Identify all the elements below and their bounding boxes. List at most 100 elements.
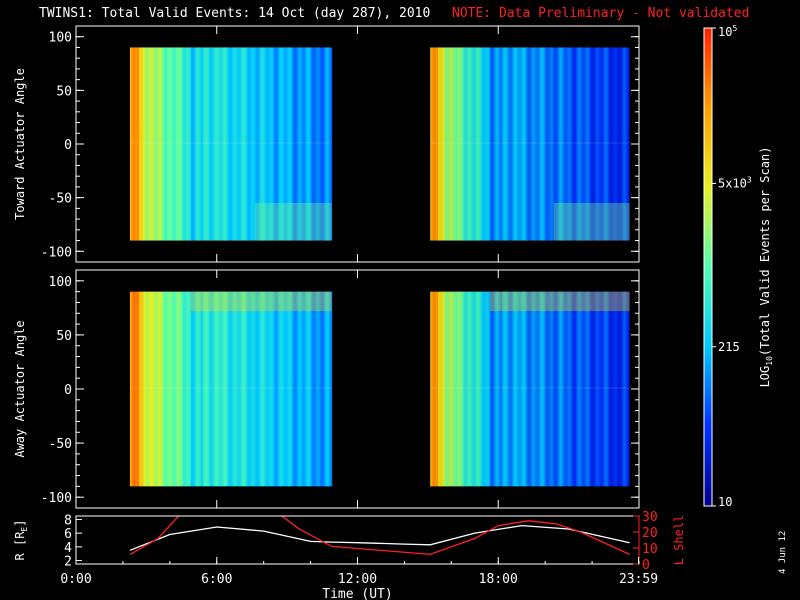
heatmap-column	[444, 47, 446, 241]
heatmap-column	[239, 291, 242, 487]
heatmap-column	[578, 47, 580, 241]
heatmap-column	[159, 291, 162, 487]
heatmap-column	[267, 291, 270, 487]
y-tick-label: -50	[49, 437, 72, 452]
heatmap-column	[462, 291, 464, 487]
heatmap-column	[457, 47, 459, 241]
heatmap-column	[621, 47, 623, 241]
y-tick-label: 0	[64, 383, 72, 398]
heatmap-column	[287, 47, 290, 241]
heatmap-column	[163, 291, 166, 487]
heatmap-column	[180, 47, 183, 241]
heatmap-column	[501, 47, 503, 241]
heatmap-column	[555, 47, 557, 241]
heatmap-column	[303, 291, 306, 487]
heatmap-column	[437, 47, 439, 241]
heatmap-column	[609, 291, 611, 487]
heatmap-column	[223, 47, 226, 241]
heatmap-column	[461, 47, 463, 241]
heatmap-column	[178, 47, 181, 241]
heatmap-column	[300, 291, 303, 487]
heatmap-column	[286, 47, 289, 241]
heatmap-column	[297, 291, 300, 487]
heatmap-column	[266, 47, 269, 241]
heatmap-column	[453, 291, 455, 487]
heatmap-column	[436, 47, 438, 241]
heatmap-column	[549, 47, 551, 241]
heatmap-column	[215, 47, 218, 241]
heatmap-column	[219, 291, 222, 487]
heatmap-column	[240, 47, 243, 241]
heatmap-column	[204, 47, 207, 241]
heatmap-column	[619, 291, 621, 487]
heatmap-column	[271, 291, 274, 487]
heatmap-column	[261, 291, 264, 487]
heatmap-column	[536, 47, 538, 241]
heatmap-column	[474, 47, 476, 241]
heatmap-column	[317, 47, 320, 241]
heatmap-column	[524, 47, 526, 241]
heatmap-column	[523, 291, 525, 487]
heatmap-column	[201, 291, 204, 487]
y-tick-label: 0	[64, 138, 72, 153]
heatmap-column	[323, 291, 326, 487]
colorbar: 105 5x103 215 10 LOG10(Total Valid Events pe…	[703, 24, 774, 509]
heatmap-column	[142, 291, 145, 487]
heatmap-column	[579, 47, 581, 241]
heatmap-column	[325, 291, 328, 487]
heatmap-column	[618, 291, 620, 487]
heatmap-column	[499, 47, 501, 241]
heatmap-column	[612, 47, 614, 241]
heatmap-column	[258, 291, 261, 487]
heatmap-column	[462, 47, 464, 241]
heatmap-column	[316, 47, 319, 241]
heatmap-column	[156, 291, 159, 487]
heatmap-column	[597, 291, 599, 487]
heatmap-column	[263, 291, 266, 487]
heatmap-column	[533, 47, 535, 241]
heatmap-column	[488, 47, 490, 241]
heatmap-column	[149, 291, 152, 487]
heatmap-column	[249, 291, 252, 487]
heatmap-block	[430, 291, 630, 487]
heatmap-column	[477, 291, 479, 487]
heatmap-column	[249, 47, 252, 241]
heatmap-column	[139, 47, 142, 241]
heatmap-column	[607, 47, 609, 241]
heatmap-column	[555, 291, 557, 487]
heatmap-column	[508, 291, 510, 487]
heatmap-column	[275, 291, 278, 487]
heatmap-column	[615, 47, 617, 241]
heatmap-column	[584, 47, 586, 241]
heatmap-column	[290, 291, 293, 487]
y-right-tick-label: 20	[642, 526, 658, 541]
heatmap-column	[593, 47, 595, 241]
y-tick-label: -100	[41, 245, 72, 260]
heatmap-column	[482, 291, 484, 487]
heatmap-column	[532, 47, 534, 241]
heatmap-column	[184, 47, 187, 241]
heatmap-column	[591, 291, 593, 487]
heatmap-column	[603, 291, 605, 487]
heatmap-column	[162, 47, 165, 241]
heatmap-column	[437, 291, 439, 487]
heatmap-column	[570, 291, 572, 487]
y-tick-label: 100	[49, 31, 72, 46]
heatmap-column	[562, 291, 564, 487]
heatmap-column	[601, 47, 603, 241]
heatmap-column	[214, 291, 217, 487]
heatmap-column	[510, 291, 512, 487]
heatmap-column	[310, 47, 313, 241]
heatmap-column	[232, 291, 235, 487]
heatmap-column	[501, 291, 503, 487]
heatmap-column	[573, 47, 575, 241]
heatmap-column	[500, 47, 502, 241]
heatmap-column	[572, 47, 574, 241]
page-title: TWINS1: Total Valid Events: 14 Oct (day …	[39, 6, 431, 21]
heatmap-panel-2	[75, 269, 640, 509]
heatmap-column	[311, 291, 314, 487]
heatmap-column	[151, 47, 154, 241]
heatmap-column	[129, 47, 132, 241]
heatmap-column	[563, 47, 565, 241]
heatmap-column	[314, 291, 317, 487]
